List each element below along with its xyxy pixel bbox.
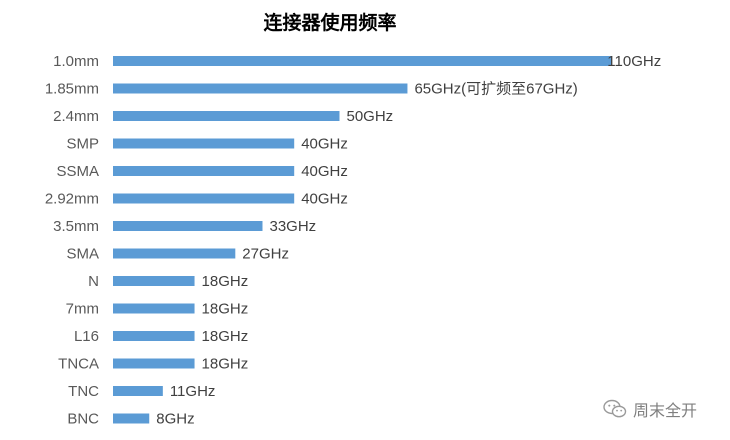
bar [113, 56, 612, 66]
data-label: 18GHz [202, 301, 249, 318]
data-label: 18GHz [202, 328, 249, 345]
data-label: 11GHz [170, 383, 216, 400]
bar [113, 221, 263, 231]
bar [113, 303, 195, 314]
watermark-text: 周末全开 [633, 401, 698, 420]
category-label: SMP [66, 136, 99, 153]
bar [113, 193, 295, 204]
bar [113, 166, 295, 176]
bar [113, 386, 163, 396]
data-label: 33GHz [269, 218, 316, 235]
data-label: 110GHz [607, 53, 661, 70]
data-label: 27GHz [242, 246, 289, 263]
data-label: 50GHz [347, 108, 394, 125]
bar [113, 138, 295, 149]
bar [113, 111, 340, 121]
data-label: 40GHz [301, 191, 348, 208]
category-label: L16 [74, 328, 99, 345]
category-label: 3.5mm [53, 218, 99, 235]
category-label: 2.4mm [53, 108, 99, 125]
category-label: TNCA [58, 356, 99, 373]
data-label: 18GHz [202, 273, 249, 290]
bar [113, 331, 195, 341]
category-label: BNC [67, 411, 99, 428]
bar [113, 413, 150, 424]
bar [113, 83, 408, 94]
data-label: 40GHz [301, 136, 348, 153]
category-label: 2.92mm [45, 191, 99, 208]
category-label: SSMA [56, 163, 99, 180]
data-label: 65GHz(可扩频至67GHz) [414, 81, 577, 98]
bar [113, 248, 236, 259]
data-label: 18GHz [202, 356, 249, 373]
category-label: 1.85mm [45, 81, 99, 98]
category-label: TNC [68, 383, 99, 400]
watermark: 周末全开 [603, 397, 697, 421]
category-label: 7mm [66, 301, 99, 318]
bar [113, 358, 195, 369]
category-label: SMA [66, 246, 99, 263]
wechat-icon [603, 399, 627, 419]
chart-title: 连接器使用频率 [263, 12, 397, 34]
data-label: 40GHz [301, 163, 348, 180]
bar [113, 276, 195, 286]
data-label: 8GHz [156, 411, 194, 428]
category-label: 1.0mm [53, 53, 99, 70]
category-label: N [88, 273, 99, 290]
